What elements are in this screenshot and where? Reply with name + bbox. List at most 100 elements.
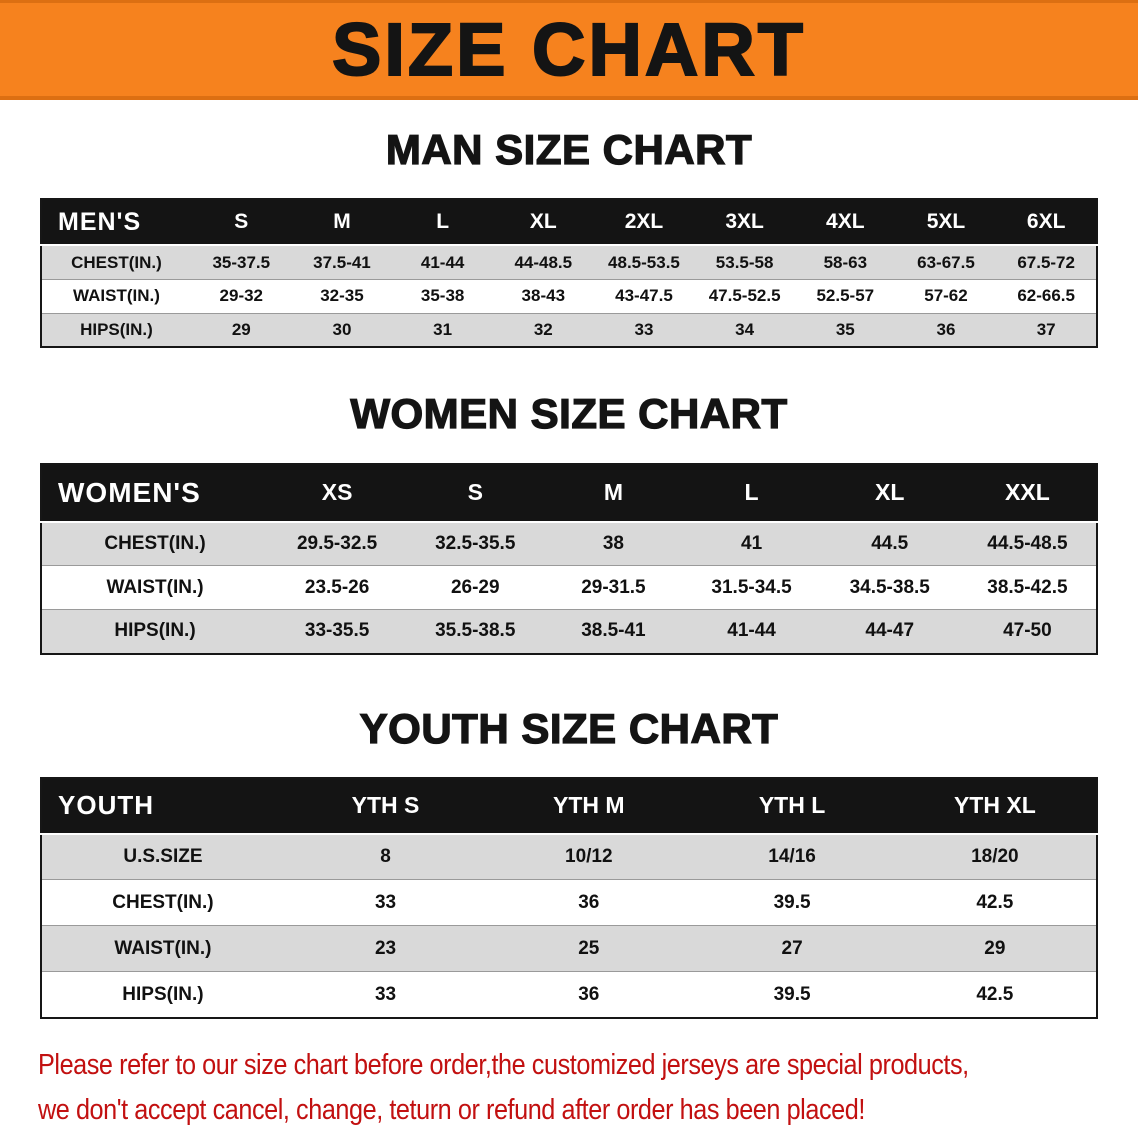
cell-value: 27 [781, 937, 803, 959]
cell-value: 44.5 [871, 532, 909, 554]
women-section-title: WOMEN SIZE CHART [350, 390, 788, 438]
column-header: XS [268, 463, 407, 522]
cell-value: 29 [984, 937, 1006, 959]
men-section-title: MAN SIZE CHART [385, 125, 753, 173]
cell-value: 67.5-72 [1017, 252, 1075, 272]
table-header-row: YOUTH YTH S YTH M YTH L YTH XL [41, 777, 1097, 834]
cell-value: 52.5-57 [816, 286, 875, 306]
cell-value: 32 [533, 320, 553, 340]
cell-value: 33-35.5 [304, 620, 370, 642]
cell-value: 38.5-42.5 [987, 576, 1068, 598]
column-header: YTH M [487, 777, 691, 834]
table-row: U.S.SIZE 8 10/12 14/16 18/20 [41, 833, 1097, 880]
table-row: HIPS(IN.) 29 30 31 32 33 34 35 36 37 [41, 313, 1097, 348]
cell-value: 8 [380, 846, 391, 868]
cell-value: 47.5-52.5 [708, 286, 781, 306]
cell-value: 10/12 [565, 846, 613, 868]
cell-value: 25 [578, 937, 600, 959]
column-header: YTH S [283, 777, 488, 834]
cell-value: 29.5-32.5 [296, 532, 378, 554]
cell-value: 29-32 [219, 286, 264, 306]
table-header-row: WOMEN'S XS S M L XL XXL [41, 463, 1097, 522]
cell-value: 31.5-34.5 [711, 576, 792, 598]
column-header: M [291, 199, 393, 246]
cell-value: 32-35 [320, 286, 364, 306]
table-row: HIPS(IN.) 33 36 39.5 42.5 [41, 971, 1097, 1018]
cell-value: 63-67.5 [917, 252, 975, 272]
disclaimer-line-2: we don't accept cancel, change, teturn o… [38, 1093, 865, 1126]
cell-value: 42.5 [976, 891, 1014, 913]
cell-value: 38.5-41 [581, 620, 646, 642]
table-header-row: MEN'S S M L XL 2XL 3XL 4XL 5XL 6XL [41, 199, 1097, 246]
column-header: L [682, 463, 821, 522]
cell-value: 33 [374, 983, 397, 1005]
row-label: HIPS(IN.) [114, 620, 196, 642]
cell-value: 47-50 [1003, 620, 1052, 642]
youth-size-table: YOUTH YTH S YTH M YTH L YTH XL U.S.SIZE 8 10/12… [40, 776, 1098, 1019]
table-row: WAIST(IN.) 23 25 27 29 [41, 925, 1097, 972]
row-label: CHEST(IN.) [71, 252, 162, 272]
cell-value: 38 [602, 532, 624, 554]
table-row: HIPS(IN.) 33-35.5 35.5-38.5 38.5-41 41-44 44-… [41, 609, 1097, 654]
cell-value: 35 [835, 320, 855, 340]
cell-value: 44-48.5 [514, 252, 573, 272]
row-label: WAIST(IN.) [114, 937, 212, 959]
column-header: XXL [958, 463, 1097, 522]
column-header: M [544, 463, 683, 522]
cell-value: 31 [433, 320, 453, 340]
row-label: U.S.SIZE [123, 846, 203, 868]
row-label: HIPS(IN.) [122, 983, 204, 1005]
row-label: CHEST(IN.) [112, 891, 214, 913]
women-size-chart-section: WOMEN SIZE CHART WOMEN'S XS S M L XL XXL CHEST(… [0, 390, 1138, 655]
cell-value: 33 [374, 891, 397, 913]
size-chart-banner: SIZE CHART [0, 0, 1138, 100]
cell-value: 36 [578, 983, 600, 1005]
column-header: 6XL [996, 199, 1097, 246]
table-row: WAIST(IN.) 23.5-26 26-29 29-31.5 31.5-34.5 34… [41, 565, 1097, 610]
cell-value: 23 [374, 937, 397, 959]
disclaimer-line-1: Please refer to our size chart before or… [38, 1048, 969, 1081]
cell-value: 62-66.5 [1017, 286, 1075, 306]
cell-value: 34.5-38.5 [849, 576, 930, 598]
column-header: 5XL [895, 199, 997, 246]
column-header: S [190, 199, 292, 246]
row-label: CHEST(IN.) [104, 532, 206, 554]
column-header: S [406, 463, 545, 522]
youth-size-chart-section: YOUTH SIZE CHART YOUTH YTH S YTH M YTH L YTH… [0, 704, 1138, 1019]
cell-value: 32.5-35.5 [435, 532, 516, 554]
cell-value: 39.5 [773, 891, 811, 913]
cell-value: 26-29 [450, 576, 500, 598]
cell-value: 35.5-38.5 [435, 620, 516, 642]
cell-value: 29 [231, 320, 251, 340]
cell-value: 37.5-41 [313, 252, 371, 272]
cell-value: 38-43 [521, 286, 566, 306]
table-corner-label: MEN'S [41, 199, 191, 246]
cell-value: 44-47 [865, 620, 915, 642]
men-size-table: MEN'S S M L XL 2XL 3XL 4XL 5XL 6XL CHEST(IN.) 35-37… [40, 198, 1098, 349]
men-size-chart-section: MAN SIZE CHART MEN'S S M L XL 2XL 3XL 4XL 5XL 6XL… [0, 125, 1138, 349]
cell-value: 42.5 [976, 983, 1014, 1005]
cell-value: 41-44 [420, 252, 465, 272]
cell-value: 29-31.5 [581, 576, 646, 598]
cell-value: 57-62 [924, 286, 968, 306]
cell-value: 30 [332, 320, 352, 340]
table-row: CHEST(IN.) 29.5-32.5 32.5-35.5 38 41 44.5 44.5… [41, 521, 1097, 566]
cell-value: 53.5-58 [715, 252, 774, 272]
column-header: 4XL [794, 199, 896, 246]
row-label: WAIST(IN.) [106, 576, 204, 598]
table-row: WAIST(IN.) 29-32 32-35 35-38 38-43 43-47.5 47.… [41, 279, 1097, 314]
row-label: HIPS(IN.) [80, 320, 153, 340]
table-row: CHEST(IN.) 33 36 39.5 42.5 [41, 879, 1097, 926]
column-header: YTH L [690, 777, 894, 834]
column-header: YTH XL [893, 777, 1097, 834]
women-size-table: WOMEN'S XS S M L XL XXL CHEST(IN.) 29.5-32.5 32.5… [40, 462, 1098, 655]
size-chart-title: SIZE CHART [331, 7, 806, 91]
column-header: 3XL [694, 199, 795, 246]
cell-value: 48.5-53.5 [608, 252, 680, 272]
table-corner-label: WOMEN'S [41, 463, 269, 522]
cell-value: 33 [634, 320, 654, 340]
cell-value: 41-44 [727, 620, 776, 642]
table-row: CHEST(IN.) 35-37.5 37.5-41 41-44 44-48.5 48.5… [41, 245, 1097, 280]
cell-value: 44.5-48.5 [987, 532, 1068, 554]
